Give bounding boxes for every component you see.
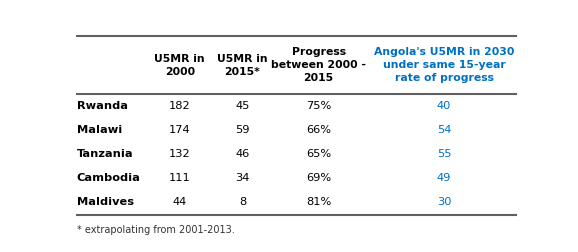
Text: 34: 34 <box>235 173 250 183</box>
Text: 81%: 81% <box>306 197 331 207</box>
Text: 44: 44 <box>173 197 187 207</box>
Text: 182: 182 <box>169 101 191 111</box>
Text: Progress
between 2000 -
2015: Progress between 2000 - 2015 <box>271 47 366 83</box>
Text: 174: 174 <box>169 125 191 135</box>
Text: Angola's U5MR in 2030
under same 15-year
rate of progress: Angola's U5MR in 2030 under same 15-year… <box>374 47 514 83</box>
Text: Cambodia: Cambodia <box>77 173 140 183</box>
Text: U5MR in
2000: U5MR in 2000 <box>154 54 205 77</box>
Text: 55: 55 <box>437 149 451 159</box>
Text: 30: 30 <box>437 197 451 207</box>
Text: 69%: 69% <box>306 173 331 183</box>
Text: Tanzania: Tanzania <box>77 149 134 159</box>
Text: * extrapolating from 2001-2013.: * extrapolating from 2001-2013. <box>77 225 235 235</box>
Text: 111: 111 <box>169 173 191 183</box>
Text: 75%: 75% <box>306 101 331 111</box>
Text: Malawi: Malawi <box>77 125 122 135</box>
Text: 8: 8 <box>239 197 246 207</box>
Text: Rwanda: Rwanda <box>77 101 128 111</box>
Text: 46: 46 <box>235 149 250 159</box>
Text: 45: 45 <box>235 101 250 111</box>
Text: 49: 49 <box>437 173 451 183</box>
Text: Maldives: Maldives <box>77 197 134 207</box>
Text: 65%: 65% <box>306 149 331 159</box>
Text: 59: 59 <box>235 125 250 135</box>
Text: U5MR in
2015*: U5MR in 2015* <box>217 54 268 77</box>
Text: 66%: 66% <box>306 125 331 135</box>
Text: 132: 132 <box>169 149 191 159</box>
Text: 54: 54 <box>437 125 451 135</box>
Text: 40: 40 <box>437 101 451 111</box>
